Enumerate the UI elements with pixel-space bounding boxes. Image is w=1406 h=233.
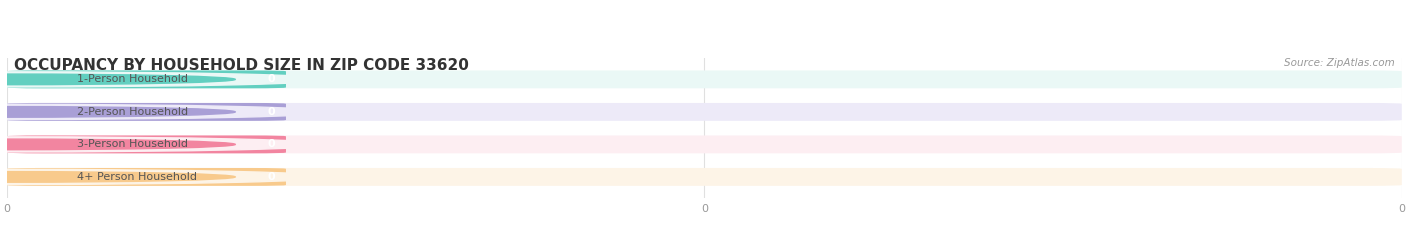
- Text: Source: ZipAtlas.com: Source: ZipAtlas.com: [1284, 58, 1395, 68]
- FancyBboxPatch shape: [7, 70, 285, 88]
- FancyBboxPatch shape: [7, 135, 1402, 153]
- Text: 0: 0: [267, 139, 274, 149]
- Text: 3-Person Household: 3-Person Household: [77, 139, 188, 149]
- FancyBboxPatch shape: [7, 135, 285, 153]
- Text: 1-Person Household: 1-Person Household: [77, 74, 188, 84]
- FancyBboxPatch shape: [7, 70, 1402, 88]
- Circle shape: [0, 74, 235, 85]
- Text: 0: 0: [267, 107, 274, 117]
- Circle shape: [0, 72, 333, 87]
- FancyBboxPatch shape: [7, 103, 285, 121]
- Circle shape: [0, 104, 333, 120]
- Circle shape: [0, 169, 333, 185]
- FancyBboxPatch shape: [7, 103, 1402, 121]
- Circle shape: [0, 171, 235, 182]
- Text: 4+ Person Household: 4+ Person Household: [77, 172, 197, 182]
- FancyBboxPatch shape: [7, 168, 1402, 186]
- Circle shape: [0, 137, 333, 152]
- Text: 2-Person Household: 2-Person Household: [77, 107, 188, 117]
- Text: OCCUPANCY BY HOUSEHOLD SIZE IN ZIP CODE 33620: OCCUPANCY BY HOUSEHOLD SIZE IN ZIP CODE …: [14, 58, 468, 73]
- Text: 0: 0: [267, 172, 274, 182]
- Text: 0: 0: [267, 74, 274, 84]
- FancyBboxPatch shape: [7, 168, 285, 186]
- Circle shape: [0, 139, 235, 150]
- Circle shape: [0, 106, 235, 117]
